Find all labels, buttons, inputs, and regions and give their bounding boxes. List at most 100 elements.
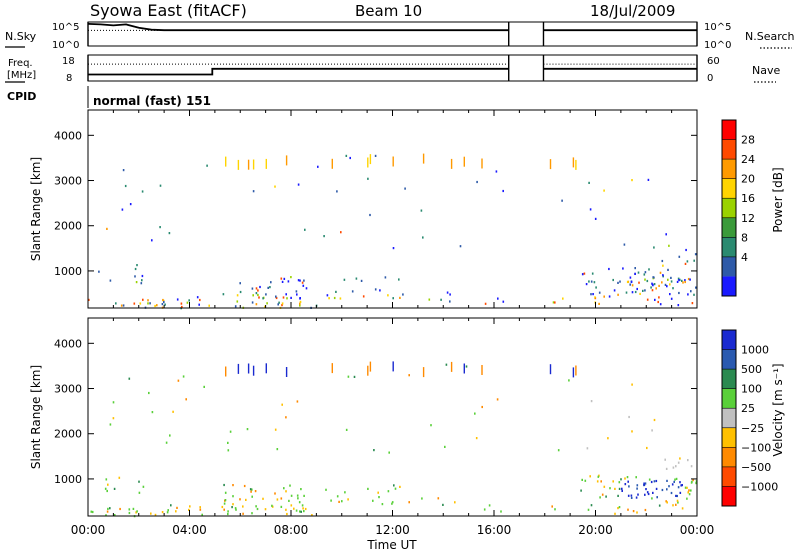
power-pixel: [588, 280, 590, 283]
power-pixel: [257, 293, 259, 297]
time-tick-label: 00:00: [71, 523, 106, 537]
power-pixel: [275, 295, 277, 298]
power-pixel: [188, 299, 190, 302]
freq-left-tick-bottom: 8: [66, 73, 72, 84]
cpid-value: normal (fast) 151: [93, 94, 211, 108]
power-pixel: [251, 287, 254, 290]
power-pixel: [147, 299, 149, 302]
velocity-pixel: [290, 504, 293, 507]
velocity-pixel: [251, 495, 253, 498]
velocity-pixel: [154, 513, 157, 516]
velocity-pixel: [679, 491, 682, 494]
range-tick-label: 1000: [54, 265, 82, 278]
nsearch-label: N.Search: [745, 30, 795, 43]
power-pixel: [695, 286, 697, 289]
velocity-pixel: [676, 499, 679, 502]
velocity-pixel: [227, 449, 230, 452]
power-pixel: [667, 278, 669, 281]
velocity-pixel: [632, 510, 635, 513]
velocity-pixel: [626, 476, 629, 479]
velocity-pixel: [311, 514, 313, 517]
velocity-pixel: [618, 487, 621, 490]
power-pixel: [374, 288, 377, 291]
power-pixel: [631, 291, 634, 294]
power-pixel: [255, 292, 258, 295]
velocity-streak: [265, 363, 267, 374]
power-pixel: [290, 296, 292, 299]
power-pixel: [384, 276, 387, 279]
freq-right-tick-bottom: 0: [707, 73, 713, 84]
power-pixel: [652, 284, 654, 287]
power-pixel: [362, 295, 365, 298]
velocity-pixel: [672, 504, 674, 507]
time-tick-label: 20:00: [578, 523, 613, 537]
power-pixel: [134, 275, 136, 278]
power-pixel: [267, 286, 269, 289]
power-pixel: [147, 302, 149, 305]
velocity-pixel: [251, 512, 253, 515]
power-pixel: [142, 298, 144, 301]
velocity-pixel: [454, 501, 456, 504]
velocity-pixel: [408, 501, 410, 504]
power-pixel: [196, 296, 199, 299]
power-pixel: [422, 236, 424, 239]
velocity-pixel: [224, 491, 227, 494]
velocity-pixel: [293, 507, 295, 510]
velocity-pixel: [223, 508, 225, 511]
velocity-pixel: [281, 403, 283, 406]
power-pixel: [297, 279, 300, 282]
power-pixel: [650, 286, 652, 289]
velocity-pixel: [586, 447, 589, 450]
velocity-pixel: [665, 500, 667, 503]
range-tick-label: 3000: [54, 175, 82, 188]
power-pixel: [659, 271, 662, 274]
velocity-pixel: [656, 496, 658, 499]
velocity-axes: 1000 2000 3000 4000: [54, 318, 698, 516]
velocity-colorbar-swatch: [722, 388, 736, 409]
velocity-pixel: [690, 465, 693, 468]
power-pixel: [693, 293, 695, 296]
power-pixel: [449, 293, 451, 296]
power-pixel: [672, 287, 674, 290]
power-pixel: [653, 246, 655, 249]
velocity-pixel: [430, 424, 432, 427]
power-pixel: [333, 296, 336, 300]
velocity-pixel: [653, 418, 656, 422]
power-pixel: [661, 259, 664, 263]
velocity-pixel: [666, 501, 668, 504]
power-pixel: [428, 298, 431, 301]
freq-unit-label: [MHz]: [7, 70, 36, 81]
velocity-pixel: [276, 448, 279, 451]
power-pixel: [255, 287, 258, 290]
time-tick-label: 12:00: [375, 523, 410, 537]
freq-left-tick-top: 18: [62, 56, 75, 67]
velocity-pixel: [695, 482, 697, 485]
velocity-pixel: [679, 481, 681, 484]
power-pixel: [476, 180, 478, 184]
power-pixel: [297, 183, 300, 186]
velocity-pixel: [442, 503, 444, 506]
velocity-pixel: [644, 493, 646, 496]
velocity-streak: [450, 361, 453, 372]
power-pixel: [326, 294, 329, 297]
power-pixel: [140, 282, 143, 285]
power-streak: [463, 156, 465, 167]
date-label: 18/Jul/2009: [590, 2, 675, 20]
velocity-pixel: [658, 504, 661, 507]
velocity-colorbar-swatch: [722, 349, 736, 370]
velocity-colorbar-swatch: [722, 447, 736, 467]
velocity-pixel: [652, 491, 654, 494]
velocity-pixel: [150, 512, 152, 515]
velocity-pixel: [635, 496, 638, 499]
power-pixel: [655, 287, 657, 290]
power-pixel: [603, 295, 605, 298]
power-pixel: [502, 300, 505, 303]
velocity-pixel: [644, 508, 647, 512]
power-pixel: [139, 302, 142, 305]
power-pixel: [687, 293, 689, 296]
power-pixel: [133, 302, 136, 305]
velocity-pixel: [590, 504, 593, 507]
velocity-pixel: [607, 437, 609, 440]
velocity-pixel: [289, 484, 291, 487]
power-pixel: [299, 302, 301, 305]
